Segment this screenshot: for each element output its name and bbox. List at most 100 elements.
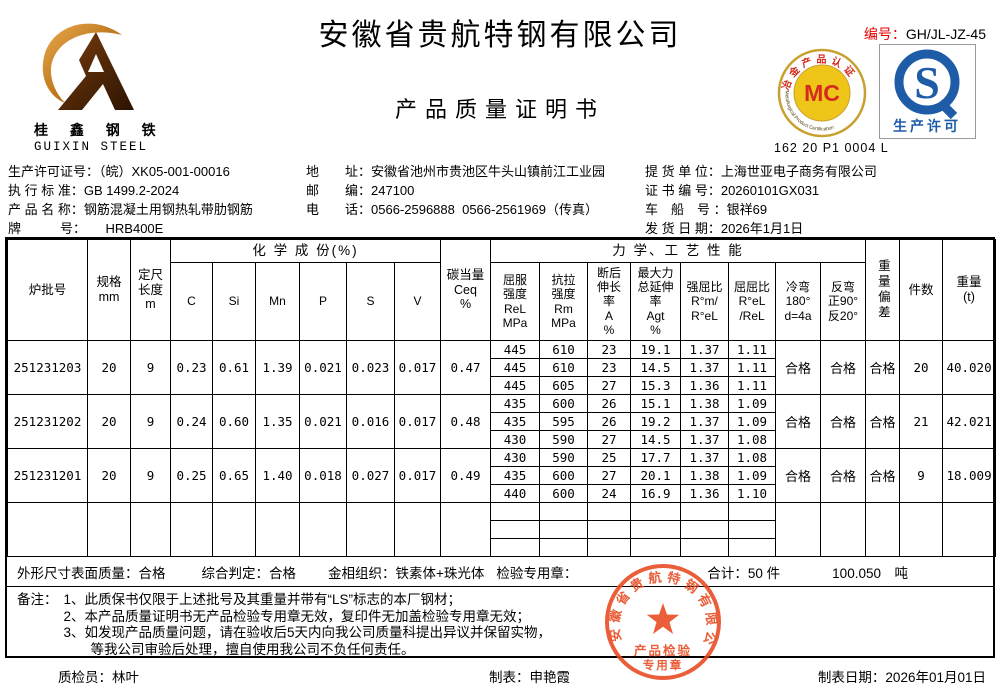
col-header-rel-ratio: 屈屈比 R°eL /ReL (728, 262, 776, 341)
spec-cell: 20 (87, 340, 131, 395)
spec-cell (87, 502, 131, 557)
footer: 质检员：林叶 制表：申艳霞 制表日期：2026年01月01日 (0, 658, 1000, 694)
field-consignee: 提 货 单 位：上海世亚电子商务有限公司 (645, 164, 877, 179)
chem-cell (212, 502, 256, 557)
mech-cell: 24 (587, 484, 631, 503)
serial-value: GH/JL-JZ-45 (905, 26, 986, 42)
mech-cell: 1.36 (680, 376, 729, 395)
chem-cell: 0.23 (170, 340, 213, 395)
company-name: 安徽省贵航特钢有限公司 (318, 19, 682, 52)
mech-cell: 435 (490, 412, 540, 431)
chem-cell: 0.016 (346, 394, 395, 449)
chem-cell: 0.023 (346, 340, 395, 395)
chem-cell: 1.39 (255, 340, 300, 395)
chem-cell: 1.35 (255, 394, 300, 449)
mech-cell: 1.38 (680, 466, 729, 485)
notes-lines: 1、此质保书仅限于上述批号及其重量并带有“LS”标志的本厂钢材； 2、本产品质量… (63, 592, 552, 657)
doc-title: 产品质量证明书 (394, 97, 605, 122)
reverse-bend-cell: 合格 (819, 448, 867, 503)
mech-cell: 610 (539, 340, 588, 359)
header-row-groups: 炉批号 规格 mm 定尺 长度 m 化 学 成 份(%) 碳当量 Ceq % 力… (7, 239, 997, 341)
batch-row: 251231201 20 9 0.25 0.65 1.40 0.018 0.027 0.017 0… (7, 448, 997, 503)
field-postcode: 邮 编：247100 (306, 183, 415, 198)
total-weight: 100.050 吨 (832, 565, 908, 581)
mech-cell: 605 (539, 376, 588, 395)
mech-cell (539, 520, 588, 539)
col-header-mech-group: 力 学、工 艺 性 能 (489, 239, 867, 263)
total-pieces: 合计：50 件 (707, 565, 781, 581)
mech-cell (587, 502, 631, 521)
notes-section: 备注： 1、此质保书仅限于上述批号及其重量并带有“LS”标志的本厂钢材； 2、本… (7, 586, 993, 657)
field-license-no: 生产许可证号：（皖）XK05-001-00016 (8, 164, 230, 179)
mech-cell: 590 (539, 448, 588, 467)
inspector-field: 质检员：林叶 (58, 670, 139, 685)
chem-cell: 0.021 (299, 394, 347, 449)
col-header-weight-dev: 重量偏差 (865, 239, 901, 341)
chem-cell: 0.017 (394, 394, 441, 449)
mech-cell: 590 (539, 430, 588, 449)
mech-cell (680, 520, 729, 539)
tabulator-field: 制表：申艳霞 (489, 670, 570, 685)
reverse-bend-cell: 合格 (819, 394, 867, 449)
mech-cell: 435 (490, 466, 540, 485)
chem-cell (299, 502, 347, 557)
pieces-cell: 9 (899, 448, 944, 503)
info-column-right: 提 货 单 位：上海世亚电子商务有限公司 证 书 编 号：20260101GX0… (645, 162, 877, 238)
info-column-left: 生产许可证号：（皖）XK05-001-00016 执 行 标 准：GB 1499… (8, 162, 253, 238)
chem-cell (255, 502, 300, 557)
mc-code: 162 20 P1 0004 L (774, 141, 889, 155)
mech-cell: 435 (490, 394, 540, 413)
mech-cell: 1.09 (728, 412, 776, 431)
mech-cell: 16.9 (630, 484, 681, 503)
col-header-chem-group: 化 学 成 份(%) (170, 239, 441, 263)
logo-text-en: GUIXIN STEEL (34, 140, 149, 154)
mech-cell: 25 (587, 448, 631, 467)
mech-cell (728, 538, 776, 557)
weight-cell: 42.021 (942, 394, 997, 449)
mech-cell (490, 538, 540, 557)
mech-cell (539, 502, 588, 521)
field-product-name: 产 品 名 称：钢筋混凝土用钢热轧带肋钢筋 (8, 202, 253, 217)
batch-row: 251231202 20 9 0.24 0.60 1.35 0.021 0.016 0.017 0… (7, 394, 997, 449)
field-address: 地 址：安徽省池州市贵池区牛头山镇前江工业园 (306, 164, 606, 179)
chem-cell: 0.017 (394, 448, 441, 503)
chem-cell: 0.018 (299, 448, 347, 503)
batch-cell: 251231201 (7, 448, 88, 503)
logo-text-cn: 桂 鑫 钢 铁 (34, 122, 165, 138)
mech-cell: 1.11 (728, 340, 776, 359)
batch-row: 435 600 27 20.1 1.38 1.09 (8, 466, 996, 485)
chem-cell: 0.65 (212, 448, 256, 503)
col-header-v: V (394, 262, 441, 341)
batch-row: 445 605 27 15.3 1.36 1.11 (8, 376, 996, 395)
mech-cell: 1.38 (680, 394, 729, 413)
batch-row: 445 610 23 14.5 1.37 1.11 (8, 358, 996, 377)
top-header: 桂 鑫 钢 铁 GUIXIN STEEL 安徽省贵航特钢有限公司 产品质量证明书… (0, 0, 1000, 158)
length-cell: 9 (130, 448, 171, 503)
col-header-reverse-bend: 反弯 正90° 反20° (819, 262, 867, 341)
col-header-pieces: 件数 (899, 239, 944, 341)
mech-cell: 1.09 (728, 466, 776, 485)
summary-row: 外形尺寸表面质量：合格 综合判定：合格 金相组织：铁素体+珠光体 检验专用章： … (7, 557, 993, 586)
mech-cell: 1.08 (728, 448, 776, 467)
mech-cell: 19.2 (630, 412, 681, 431)
info-column-middle: 地 址：安徽省池州市贵池区牛头山镇前江工业园 邮 编：247100 电 话：05… (306, 162, 605, 219)
mech-cell (539, 538, 588, 557)
mech-cell: 14.5 (630, 430, 681, 449)
svg-text:S: S (914, 57, 940, 108)
mech-cell (728, 520, 776, 539)
field-grade: 牌 号： HRB400E (8, 221, 164, 236)
col-header-ceq: 碳当量 Ceq % (440, 239, 491, 341)
qs-license-badge: S 生产许可 (879, 44, 976, 139)
batch-row (8, 538, 996, 557)
col-header-batch: 炉批号 (7, 239, 88, 341)
certificate-table-box: 炉批号 规格 mm 定尺 长度 m 化 学 成 份(%) 碳当量 Ceq % 力… (5, 237, 997, 658)
mech-cell (587, 538, 631, 557)
mech-cell: 26 (587, 412, 631, 431)
qs-badge-icon: S 生产许可 (893, 49, 960, 134)
mech-cell: 1.37 (680, 430, 729, 449)
mech-cell (680, 538, 729, 557)
col-header-length: 定尺 长度 m (130, 239, 171, 341)
col-header-cold-bend: 冷弯 180° d=4a (775, 262, 821, 341)
note-line: 2、本产品质量证明书无产品检验专用章无效，复印件无加盖检验专用章无效； (63, 608, 531, 624)
col-header-si: Si (212, 262, 256, 341)
